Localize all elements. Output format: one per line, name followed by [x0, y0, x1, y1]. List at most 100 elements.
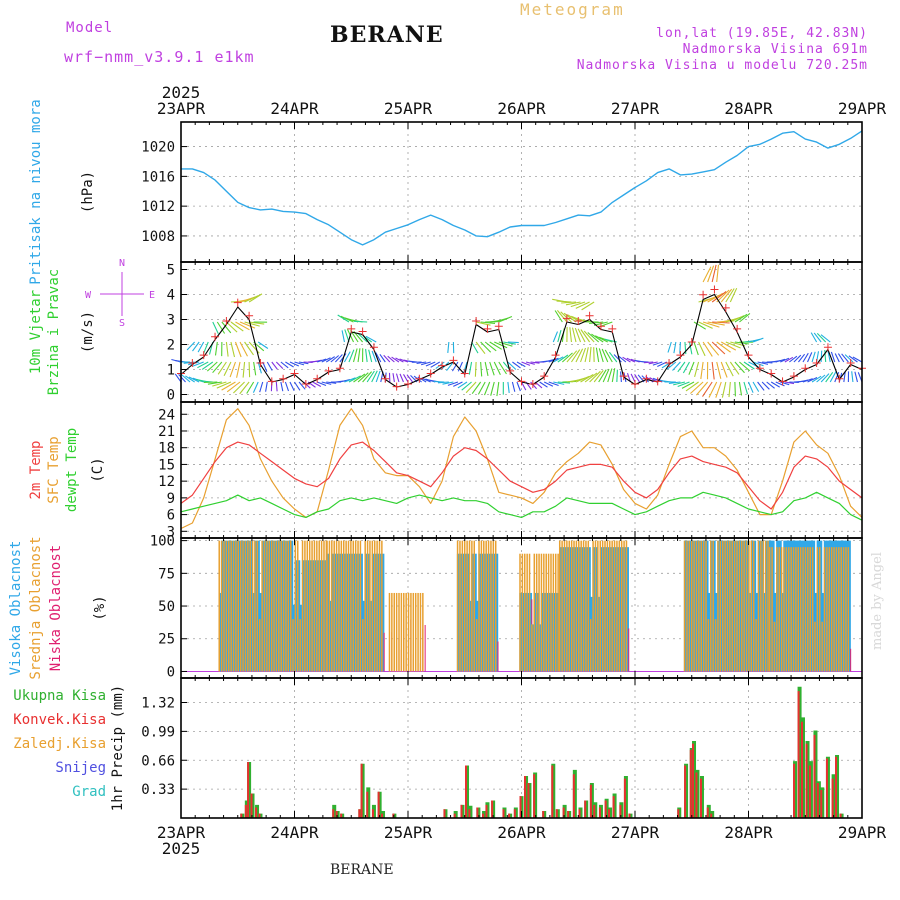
- wind-arrow: [553, 381, 565, 385]
- cloud-bar-high: [683, 540, 688, 672]
- cloud-unit: (%): [92, 595, 108, 620]
- wind-arrow: [757, 381, 765, 391]
- wind-arrow: [371, 370, 378, 383]
- product-title: Meteogram: [520, 0, 625, 19]
- precip-bar-convective: [677, 809, 680, 818]
- wind-arrow: [403, 374, 409, 383]
- wind-arrow: [618, 355, 627, 363]
- wind-arrow: [203, 341, 209, 354]
- cloud-bar-high: [218, 592, 222, 672]
- cloud-bar-high: [311, 560, 315, 672]
- wind-arrow: [711, 291, 727, 303]
- precip-bar-convective: [465, 765, 468, 818]
- wind-arrow: [666, 361, 677, 370]
- wind-arrow: [484, 341, 497, 352]
- cloud-bar-high: [220, 540, 225, 672]
- cloud-bar-high: [543, 592, 547, 672]
- wind-arrow: [601, 348, 609, 363]
- cloud-bar-high: [582, 547, 587, 672]
- gust-markers: [177, 285, 866, 391]
- wind-arrow: [521, 361, 531, 366]
- wind-arrow: [563, 312, 577, 323]
- wind-arrow: [471, 381, 482, 395]
- wind-arrow: [793, 354, 802, 363]
- wind-arrow: [681, 381, 695, 389]
- wind-arrow: [461, 381, 472, 391]
- precip-legend-0: Ukupna Kisa: [13, 688, 106, 704]
- wind-arrow: [252, 381, 259, 393]
- wind-arrow: [728, 381, 731, 398]
- y-tick-label-temperature: 21: [158, 424, 175, 440]
- wind-arrow: [824, 349, 827, 363]
- precip-bar-convective: [706, 807, 709, 818]
- temp-axis-title-sfc: SFC Temp: [46, 436, 62, 503]
- wind-arrow: [446, 361, 454, 372]
- wind-arrow: [371, 350, 377, 363]
- cloud-bar-high: [263, 540, 268, 672]
- cloud-bar-high: [301, 560, 306, 672]
- cloud-bar-high: [785, 540, 789, 672]
- wind-arrow: [457, 361, 463, 372]
- wind-arrow: [834, 353, 840, 363]
- wind-arrow: [201, 361, 214, 370]
- wind-arrow: [591, 333, 604, 343]
- cloud-bar-high: [618, 547, 622, 672]
- cloud-bar-high: [719, 540, 723, 672]
- cloud-bar-high: [526, 592, 530, 672]
- y-tick-label-cloud: 75: [158, 566, 175, 582]
- cloud-bar-high: [552, 592, 556, 672]
- cloud-bar-high: [738, 540, 742, 672]
- wind-arrow: [711, 341, 726, 355]
- precip-bar-convective: [628, 813, 631, 818]
- cloud-bar-high: [313, 560, 317, 672]
- cloud-bar-high: [290, 540, 294, 672]
- cloud-bar-high: [318, 560, 322, 672]
- cloud-bar-high: [722, 540, 726, 672]
- wind-arrow: [702, 266, 712, 283]
- precip-axis-title: 1hr Precip (mm): [110, 685, 126, 811]
- cloud-bar-high: [256, 540, 260, 672]
- wind-arrow: [221, 321, 232, 334]
- wind-arrow: [271, 361, 278, 370]
- precip-bar-convective: [247, 762, 250, 818]
- precip-bar-convective: [623, 778, 626, 818]
- wind-arrow: [334, 354, 343, 363]
- wind-arrow: [392, 373, 395, 383]
- cloud-bar-high: [468, 600, 472, 672]
- cloud-bar-high: [799, 540, 804, 672]
- cloud-bar-high: [521, 592, 525, 672]
- wind-arrow: [716, 264, 720, 283]
- cloud-bar-high: [519, 592, 523, 672]
- wind-arrow: [475, 341, 486, 355]
- model-name: wrf−nmm_v3.9.1 e1km: [64, 48, 255, 66]
- cloud-bar-high: [223, 540, 227, 672]
- cloud-bar-high: [338, 553, 342, 672]
- wind-arrow: [830, 351, 836, 363]
- precip-bar-convective: [551, 765, 554, 818]
- cloud-bar-high: [717, 540, 721, 672]
- cloud-bar-high: [563, 547, 567, 672]
- wind-arrow: [561, 301, 577, 304]
- cloud-bar-high: [847, 540, 851, 672]
- cloud-bar-high: [601, 547, 606, 672]
- dir-legend-s: S: [119, 318, 125, 329]
- cloud-bar-high: [254, 540, 258, 672]
- wind-arrow: [593, 370, 604, 383]
- cloud-bar-high: [308, 560, 313, 672]
- wind-arrow: [594, 335, 609, 343]
- wind-arrow: [684, 341, 687, 355]
- x-tick-label-top: 29APR: [838, 99, 887, 118]
- wind-arrow: [330, 355, 340, 363]
- wind-arrow: [239, 321, 256, 329]
- cloud-bar-high: [578, 547, 582, 672]
- cloud-bar-high: [328, 600, 332, 672]
- cloud-bar-high: [464, 553, 468, 672]
- wind-arrow: [353, 320, 368, 323]
- cloud-bar-high: [347, 553, 352, 672]
- wind-arrow: [225, 341, 229, 357]
- wind-arrow: [343, 351, 351, 363]
- wind-arrow: [197, 341, 205, 353]
- y-tick-label-wind: 5: [167, 263, 175, 279]
- wind-arrow: [584, 372, 598, 383]
